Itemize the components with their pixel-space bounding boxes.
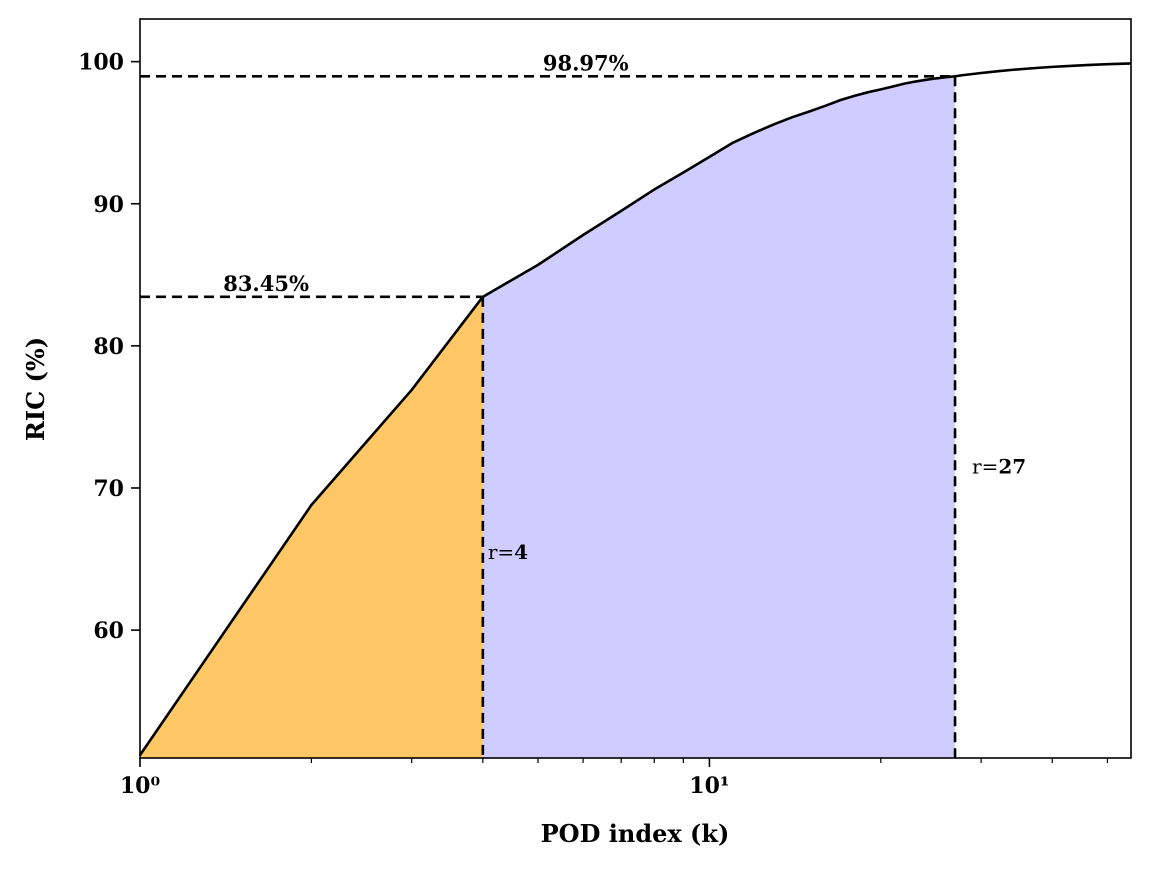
r-label-2: r=27 (972, 455, 1026, 479)
r-label-prefix: r= (972, 455, 998, 479)
x-tick-label: 10⁰ (120, 773, 161, 799)
y-axis: 60 70 80 90 100 (78, 50, 140, 644)
r-label-prefix: r= (488, 540, 514, 564)
shaded-region-1 (140, 296, 483, 758)
annotation-label-1: 83.45% (223, 271, 309, 296)
y-tick-label: 100 (78, 50, 124, 76)
shaded-regions (140, 76, 956, 758)
r-label-value: 4 (514, 540, 528, 564)
series-group (138, 62, 1132, 756)
x-axis-label: POD index (k) (541, 819, 730, 848)
annotation-lines (140, 74, 957, 758)
shaded-region-2 (482, 76, 956, 758)
y-tick-label: 90 (93, 192, 124, 218)
annotation-label-2: 98.97% (543, 50, 629, 75)
x-tick-label: 10¹ (689, 773, 729, 799)
y-tick-label: 60 (93, 618, 124, 644)
y-tick-label: 70 (93, 476, 124, 502)
annotation-labels: 83.45%98.97%r=4r=27 (223, 50, 1026, 564)
ric-curve (138, 62, 1132, 756)
r-label-value: 27 (998, 455, 1026, 479)
y-axis-label: RIC (%) (21, 337, 50, 441)
plot-frame (139, 18, 1132, 759)
x-axis: 10⁰ 10¹ (120, 758, 1109, 799)
y-tick-label: 80 (93, 334, 124, 360)
r-label-1: r=4 (488, 540, 528, 564)
